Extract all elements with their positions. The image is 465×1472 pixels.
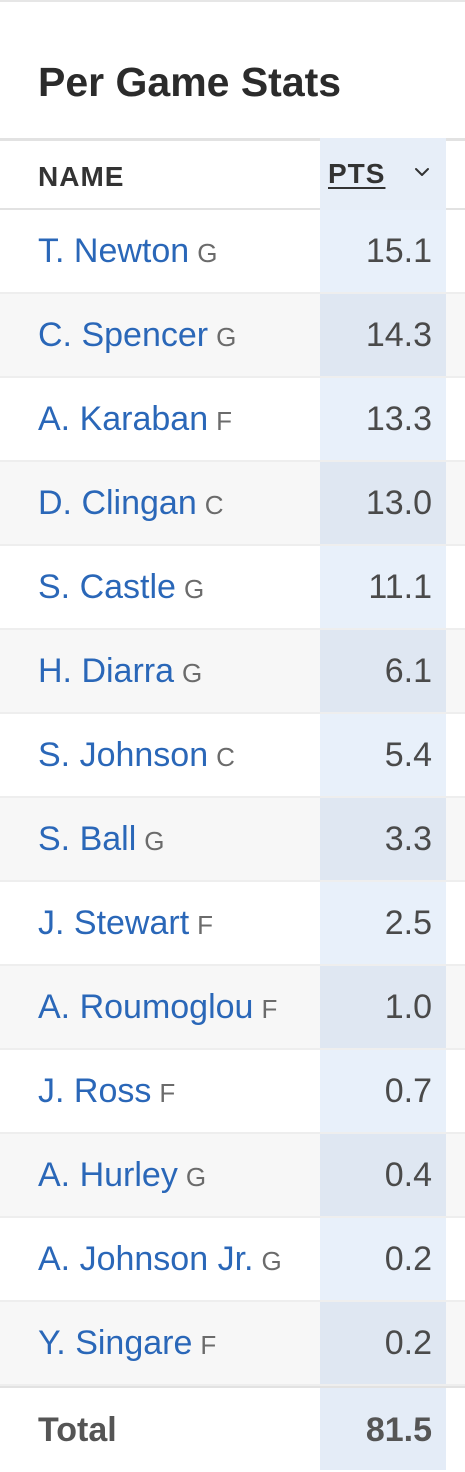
pts-cell: 11.1 <box>320 546 446 628</box>
player-position: G <box>185 1162 207 1192</box>
pts-cell: 1.0 <box>320 966 446 1048</box>
player-position: F <box>200 1330 217 1360</box>
player-name-link[interactable]: S. Johnson <box>38 736 209 774</box>
player-position: F <box>197 910 214 940</box>
pts-cell: 6.1 <box>320 630 446 712</box>
pts-cell: 14.3 <box>320 294 446 376</box>
player-name-cell: A. Karaban F <box>38 378 232 467</box>
player-position: F <box>261 994 278 1024</box>
pts-cell: 15.1 <box>320 210 446 292</box>
pts-cell: 0.4 <box>320 1134 446 1216</box>
player-name-cell: S. Ball G <box>38 798 165 887</box>
total-pts-value: 81.5 <box>365 1411 432 1449</box>
player-position: C <box>216 742 235 772</box>
player-name-cell: S. Castle G <box>38 546 204 635</box>
table-row: A. Hurley G 0.4 <box>0 1134 465 1218</box>
column-header-name[interactable]: NAME <box>38 161 125 192</box>
table-row: A. Karaban F 13.3 <box>0 378 465 462</box>
player-name-link[interactable]: H. Diarra <box>38 652 175 690</box>
pts-value: 6.1 <box>384 652 432 690</box>
player-name-link[interactable]: Y. Singare <box>38 1324 193 1362</box>
total-row: Total 81.5 <box>0 1386 465 1470</box>
table-row: T. Newton G 15.1 <box>0 210 465 294</box>
player-name-cell: J. Ross F <box>38 1050 175 1139</box>
player-position: C <box>204 490 224 520</box>
player-name-cell: H. Diarra G <box>38 630 202 719</box>
player-name-link[interactable]: A. Roumoglou <box>38 988 254 1026</box>
player-name-link[interactable]: A. Hurley <box>38 1156 178 1194</box>
player-position: G <box>183 574 205 604</box>
table-row: D. Clingan C 13.0 <box>0 462 465 546</box>
player-position: G <box>216 322 237 352</box>
player-position: G <box>182 658 203 688</box>
total-label: Total <box>38 1411 117 1449</box>
player-position: G <box>261 1246 282 1276</box>
player-name-link[interactable]: C. Spencer <box>38 316 209 354</box>
pts-cell: 13.0 <box>320 462 446 544</box>
column-header-pts-label[interactable]: PTS <box>328 158 386 189</box>
pts-value: 11.1 <box>368 568 432 606</box>
player-name-link[interactable]: J. Ross <box>38 1072 152 1110</box>
player-name-cell: C. Spencer G <box>38 294 236 383</box>
table-header: NAME PTS <box>0 138 465 210</box>
player-position: G <box>197 238 218 268</box>
player-position: G <box>144 826 165 856</box>
pts-cell: 13.3 <box>320 378 446 460</box>
section-title: Per Game Stats <box>38 59 342 105</box>
player-name-link[interactable]: D. Clingan <box>38 484 197 522</box>
table-row: A. Roumoglou F 1.0 <box>0 966 465 1050</box>
pts-cell: 0.7 <box>320 1050 446 1132</box>
table-row: C. Spencer G 14.3 <box>0 294 465 378</box>
pts-cell: 5.4 <box>320 714 446 796</box>
player-name-cell: J. Stewart F <box>38 882 213 971</box>
table-row: S. Ball G 3.3 <box>0 798 465 882</box>
table-row: J. Ross F 0.7 <box>0 1050 465 1134</box>
player-name-link[interactable]: A. Johnson Jr. <box>38 1240 254 1278</box>
pts-value: 0.4 <box>384 1156 432 1194</box>
pts-value: 14.3 <box>365 316 432 354</box>
pts-value: 5.4 <box>384 736 432 774</box>
player-name-cell: A. Johnson Jr. G <box>38 1218 282 1307</box>
table-row: A. Johnson Jr. G 0.2 <box>0 1218 465 1302</box>
pts-value: 13.0 <box>365 484 432 522</box>
total-pts-cell: 81.5 <box>320 1388 446 1470</box>
pts-cell: 2.5 <box>320 882 446 964</box>
pts-value: 13.3 <box>365 400 432 438</box>
player-name-cell: A. Hurley G <box>38 1134 206 1223</box>
pts-value: 3.3 <box>384 820 432 858</box>
player-name-cell: Y. Singare F <box>38 1302 216 1391</box>
player-name-cell: D. Clingan C <box>38 462 224 551</box>
pts-value: 2.5 <box>384 904 432 942</box>
player-name-cell: A. Roumoglou F <box>38 966 277 1055</box>
table-row: J. Stewart F 2.5 <box>0 882 465 966</box>
pts-value: 0.2 <box>384 1240 432 1278</box>
pts-cell: 0.2 <box>320 1302 446 1384</box>
player-name-link[interactable]: S. Castle <box>38 568 176 606</box>
table-row: S. Johnson C 5.4 <box>0 714 465 798</box>
table-row: S. Castle G 11.1 <box>0 546 465 630</box>
table-row: Y. Singare F 0.2 <box>0 1302 465 1386</box>
player-name-cell: T. Newton G <box>38 210 217 299</box>
stats-table: NAME PTS T. Newton G 15.1 C. Spencer G 14.3 A.… <box>0 138 465 1470</box>
player-name-link[interactable]: T. Newton <box>38 232 190 270</box>
pts-value: 1.0 <box>384 988 432 1026</box>
column-header-pts[interactable]: PTS <box>320 138 446 210</box>
pts-cell: 0.2 <box>320 1218 446 1300</box>
chevron-down-icon[interactable] <box>412 162 432 182</box>
player-name-link[interactable]: J. Stewart <box>38 904 190 942</box>
pts-value: 0.7 <box>384 1072 432 1110</box>
player-name-cell: S. Johnson C <box>38 714 235 803</box>
top-divider <box>0 0 465 2</box>
table-row: H. Diarra G 6.1 <box>0 630 465 714</box>
table-body: T. Newton G 15.1 C. Spencer G 14.3 A. Karaban F… <box>0 210 465 1386</box>
pts-cell: 3.3 <box>320 798 446 880</box>
pts-value: 0.2 <box>384 1324 432 1362</box>
player-name-link[interactable]: A. Karaban <box>38 400 209 438</box>
player-name-link[interactable]: S. Ball <box>38 820 137 858</box>
player-position: F <box>216 406 233 436</box>
pts-value: 15.1 <box>365 232 432 270</box>
player-position: F <box>159 1078 176 1108</box>
